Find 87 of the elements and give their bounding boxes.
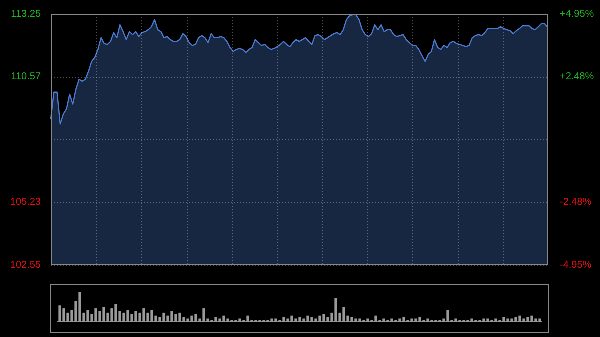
bar (350, 317, 354, 322)
bar (166, 316, 170, 322)
bar (358, 318, 362, 322)
bar (246, 316, 250, 322)
bar (538, 318, 542, 322)
bar (306, 316, 310, 322)
bar (526, 317, 530, 322)
bar (282, 317, 286, 322)
bar (482, 318, 486, 322)
bar (506, 318, 510, 322)
bar (162, 312, 166, 322)
bar (494, 318, 498, 322)
bar (318, 316, 322, 322)
y2-tick-label: -4.95% (560, 260, 592, 271)
bar (334, 298, 338, 322)
bar (214, 317, 218, 322)
bar (150, 310, 154, 322)
bar (58, 306, 62, 322)
bar (354, 318, 358, 322)
bar (366, 318, 370, 322)
bar (418, 317, 422, 322)
bar (170, 311, 174, 322)
bar (390, 318, 394, 322)
bar (294, 318, 298, 322)
bar (122, 312, 126, 322)
bar (178, 312, 182, 322)
bar (486, 318, 490, 322)
y-tick-label: 102.55 (10, 260, 42, 271)
bar (202, 308, 206, 322)
bar (102, 307, 106, 322)
bar (78, 292, 82, 322)
bar (226, 318, 230, 322)
y-tick-label: 110.57 (11, 72, 42, 83)
y-tick-label: 113.25 (11, 8, 42, 20)
bar (222, 316, 226, 322)
bar (66, 312, 70, 322)
bar (134, 311, 138, 322)
bar (414, 318, 418, 322)
bar (322, 314, 326, 322)
bar (290, 316, 294, 322)
bar (326, 317, 330, 322)
bar (142, 308, 146, 322)
bar (174, 314, 178, 322)
bar (146, 312, 150, 322)
bar (274, 318, 278, 322)
bar (426, 318, 430, 322)
bar (514, 317, 518, 322)
bar (62, 308, 66, 322)
bar (470, 318, 474, 322)
y2-tick-label: -2.48% (560, 197, 592, 208)
bar (314, 318, 318, 322)
bar (126, 310, 130, 322)
bar (218, 318, 222, 322)
bar (374, 316, 378, 322)
bar (158, 317, 162, 322)
bar (130, 314, 134, 322)
bar (194, 314, 198, 322)
bar (286, 318, 290, 322)
bar (238, 318, 242, 322)
bar (398, 318, 402, 322)
bar (302, 318, 306, 322)
y2-tick-label: +4.95% (560, 8, 594, 20)
bar (402, 317, 406, 322)
bar (190, 316, 194, 322)
bar (410, 318, 414, 322)
bar (518, 316, 522, 322)
bar (138, 312, 142, 322)
bar (182, 317, 186, 322)
bar (510, 318, 514, 322)
bar (270, 318, 274, 322)
bar (502, 317, 506, 322)
bar (98, 311, 102, 322)
bar (382, 318, 386, 322)
bar (522, 318, 526, 322)
bar (114, 304, 118, 322)
bar (534, 318, 538, 322)
bar (342, 307, 346, 322)
bar (454, 318, 458, 322)
bar (310, 317, 314, 322)
y-tick-label: 105.23 (10, 196, 42, 208)
y2-tick-label: +2.48% (560, 71, 594, 82)
bar (86, 310, 90, 322)
bar (186, 318, 190, 322)
bar (446, 310, 450, 322)
bar (94, 308, 98, 322)
bar (530, 316, 534, 322)
bar (298, 317, 302, 322)
